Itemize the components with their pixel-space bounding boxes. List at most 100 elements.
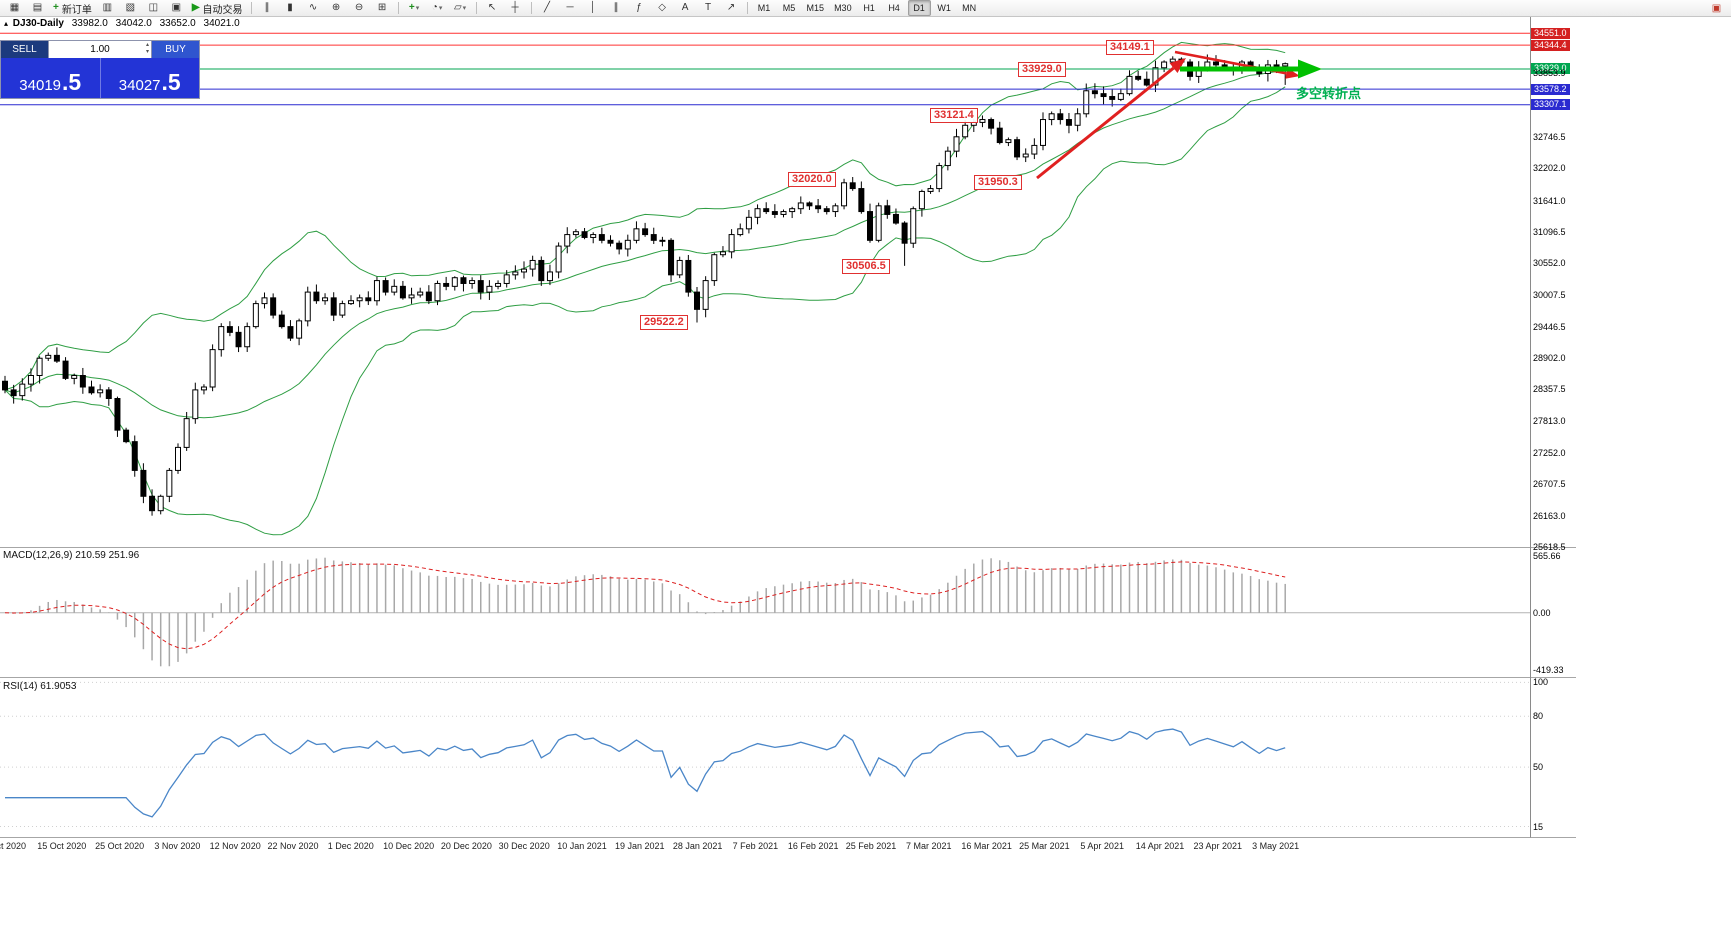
rsi-line [5,728,1286,818]
price-level-label: 34551.0 [1531,27,1570,39]
price-axis-label: 30552.0 [1533,258,1566,269]
timeframe-d1-button[interactable]: D1 [907,0,931,16]
bar-chart-icon[interactable]: ∥ [264,2,270,13]
sell-price[interactable]: 34019 .5 [1,58,101,98]
volume-input[interactable]: 1.00 ▴ ▾ [48,41,152,58]
bollinger-bands [4,41,1286,536]
price-axis-label: 30007.5 [1533,289,1566,300]
line-chart-icon[interactable]: ∿ [308,2,318,13]
price-annotation[interactable]: 33121.4 [930,108,978,123]
macd-values: 210.59 251.96 [75,550,140,561]
text-icon[interactable]: A [681,2,689,13]
zoom-out-icon[interactable]: ⊖ [354,2,364,13]
volume-spinner[interactable]: ▴ ▾ [146,42,149,56]
candlestick-chart-icon[interactable]: ▮ [287,2,293,13]
turning-point-note[interactable]: 多空转折点 [1296,86,1362,101]
rsi-name: RSI(14) [3,681,38,692]
timeframe-mn-button[interactable]: MN [962,3,977,13]
navigator-icon[interactable]: ◫ [148,2,159,13]
timeframe-h1-button[interactable]: H1 [863,3,875,13]
toolbar-separator [530,2,532,14]
sell-price-frac: .5 [62,69,82,96]
macd-indicator-label: MACD(12,26,9) 210.59 251.96 [3,550,139,561]
price-axis-label: 27813.0 [1533,415,1566,426]
chart-symbol-period: DJ30-Daily [12,18,64,29]
ohlc-open: 33982.0 [71,18,108,29]
chart-profiles-icon[interactable]: ▤ [32,2,43,13]
sell-button[interactable]: SELL [1,41,48,58]
spin-up-icon[interactable]: ▴ [145,42,149,48]
alert-icon[interactable]: ▣ [1711,2,1722,14]
buy-price-frac: .5 [161,69,181,96]
time-axis-label: 16 Feb 2021 [787,841,839,851]
price-annotation[interactable]: 32020.0 [788,172,836,187]
price-annotation[interactable]: 29522.2 [640,315,688,330]
shapes-icon[interactable]: ◇ [658,2,666,13]
price-axis-label: 31096.5 [1533,226,1566,237]
toolbar-separator [250,2,252,14]
new-order-icon: + [53,2,59,13]
tile-windows-icon[interactable]: ⊞ [377,2,387,13]
new-chart-icon[interactable]: ▦ [9,2,20,13]
data-window-icon[interactable]: ▧ [125,2,136,13]
new-order-button[interactable]: + 新订单 [53,2,92,16]
timeframe-m5-button[interactable]: M5 [782,3,796,13]
crosshair-icon[interactable]: ┼ [511,2,519,13]
fibonacci-icon[interactable]: ƒ [636,2,642,13]
autotrading-button[interactable]: ▶ 自动交易 [191,2,243,16]
price-annotation[interactable]: 33929.0 [1018,62,1066,77]
autotrading-icon: ▶ [191,2,200,13]
timeframe-h4-button[interactable]: H4 [888,3,900,13]
macd-scale-label: -419.33 [1533,665,1564,675]
price-axis-label: 31641.0 [1533,195,1566,206]
terminal-icon[interactable]: ▣ [171,2,182,13]
time-axis-label: 22 Nov 2020 [267,841,319,851]
period-selector-icon[interactable]: ◔ ▾ [431,2,443,13]
zoom-in-icon[interactable]: ⊕ [331,2,341,13]
spin-down-icon[interactable]: ▾ [145,49,149,55]
price-axis-label: 29446.5 [1533,321,1566,332]
time-axis-label: 6 Oct 2020 [0,841,27,851]
time-axis-label: 10 Dec 2020 [383,841,435,851]
add-indicator-icon[interactable]: + ▾ [408,2,420,13]
channel-icon[interactable]: ∥ [613,2,619,13]
price-level-label: 33578.2 [1531,83,1570,95]
rsi-indicator-label: RSI(14) 61.9053 [3,681,76,692]
uptrend-arrow [1036,58,1186,180]
dropdown-arrow-icon: ▾ [438,5,443,12]
timeframe-m15-button[interactable]: M15 [806,3,825,13]
rsi-scale-label: 80 [1533,711,1544,722]
price-axis-label: 26707.5 [1533,479,1566,490]
arrows-icon[interactable]: ↗ [726,2,736,13]
timeframe-m1-button[interactable]: M1 [757,3,771,13]
time-axis-label: 10 Jan 2021 [557,841,607,851]
rsi-scale-label: 100 [1533,677,1549,688]
dropdown-arrow-icon: ▾ [462,5,467,12]
price-axis-label: 32202.0 [1533,163,1566,174]
cursor-icon[interactable]: ↖ [487,2,497,13]
time-axis-label: 19 Jan 2021 [615,841,665,851]
price-annotation[interactable]: 34149.1 [1106,40,1154,55]
horizontal-line-icon[interactable]: ─ [566,2,574,13]
trendline-icon[interactable]: ╱ [544,2,551,13]
price-annotation[interactable]: 31950.3 [974,175,1022,190]
timeframe-m30-button[interactable]: M30 [834,3,852,13]
toolbar-separator [475,2,477,14]
time-axis-label: 3 May 2021 [1252,841,1300,851]
buy-button[interactable]: BUY [152,41,199,58]
vertical-line-icon[interactable]: │ [589,2,597,13]
dropdown-arrow-icon: ▾ [415,5,420,12]
market-watch-icon[interactable]: ▥ [102,2,113,13]
buy-price[interactable]: 34027 .5 [101,58,200,98]
price-level-label: 33929.0 [1531,63,1570,75]
label-icon[interactable]: T [704,2,712,13]
template-icon[interactable]: ▱ ▾ [453,2,467,13]
chart-title: ▴ DJ30-Daily 33982.0 34042.0 33652.0 340… [4,18,240,29]
price-level-label: 34344.4 [1531,39,1570,51]
main-toolbar: ▦ ▤ + 新订单 ▥ ▧ ◫ ▣ ▶ 自动交易 ∥ ▮ ∿ ⊕ ⊖ ⊞ + ▾ ◔ ▾ ▱ ▾ ↖ ┼ ╱ ─ │ ∥ ƒ ◇ A T ↗ M1… [0,0,1731,17]
timeframe-w1-button[interactable]: W1 [937,3,951,13]
price-annotation[interactable]: 30506.5 [842,259,890,274]
